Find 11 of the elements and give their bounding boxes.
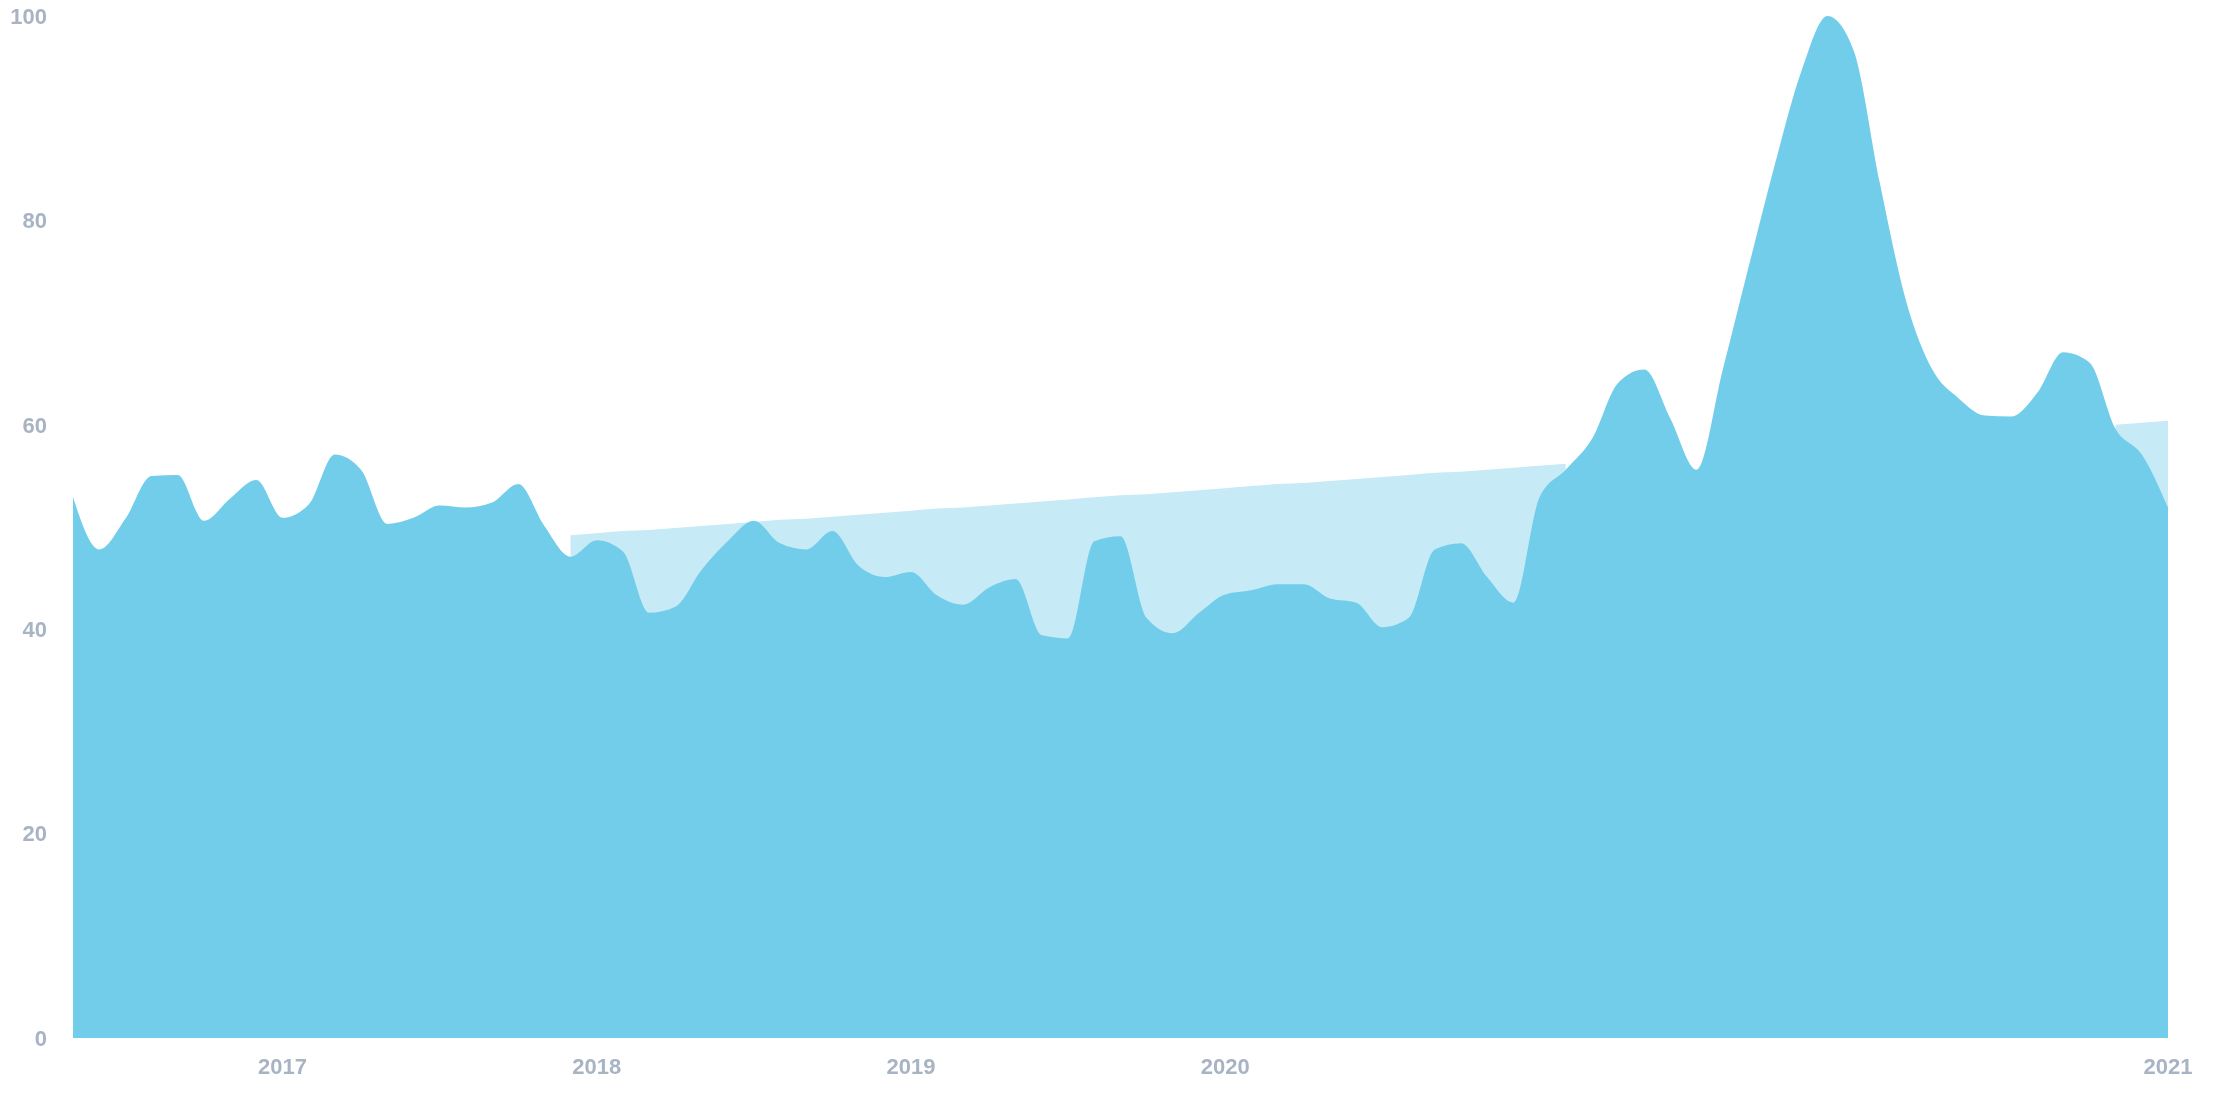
y-tick-label: 40 bbox=[22, 617, 47, 643]
y-tick-label: 0 bbox=[34, 1025, 47, 1051]
x-tick-label: 2020 bbox=[1200, 1053, 1250, 1079]
x-tick-label: 2019 bbox=[886, 1053, 936, 1079]
y-tick-label: 80 bbox=[22, 208, 47, 234]
y-tick-label: 100 bbox=[10, 3, 47, 29]
x-tick-label: 2018 bbox=[572, 1053, 622, 1079]
y-tick-label: 20 bbox=[22, 821, 47, 847]
x-tick-label: 2021 bbox=[2143, 1053, 2193, 1079]
x-tick-label: 2017 bbox=[258, 1053, 307, 1079]
y-tick-label: 60 bbox=[22, 412, 47, 438]
